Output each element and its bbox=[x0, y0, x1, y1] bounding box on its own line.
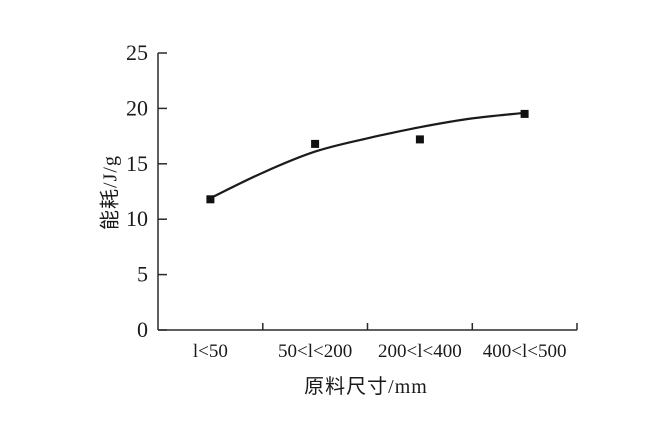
y-tick-label: 15 bbox=[126, 151, 148, 176]
y-tick-label: 5 bbox=[137, 262, 148, 287]
trend-line bbox=[209, 111, 526, 200]
x-category-label: l<50 bbox=[193, 341, 228, 362]
data-point bbox=[415, 135, 424, 144]
x-axis-title: 原料尺寸/mm bbox=[304, 376, 428, 398]
data-point bbox=[311, 139, 320, 148]
y-tick-label: 0 bbox=[137, 317, 148, 342]
x-category-label: 200<l<400 bbox=[378, 341, 462, 362]
x-category-label: 400<l<500 bbox=[483, 341, 567, 362]
x-category-label: 50<l<200 bbox=[278, 341, 352, 362]
y-tick-label: 25 bbox=[126, 40, 148, 65]
y-tick-label: 20 bbox=[126, 95, 148, 120]
data-point bbox=[520, 109, 529, 118]
y-tick-label: 10 bbox=[126, 206, 148, 231]
data-point bbox=[206, 195, 215, 204]
y-axis-title: 能耗/J/g bbox=[99, 155, 122, 230]
